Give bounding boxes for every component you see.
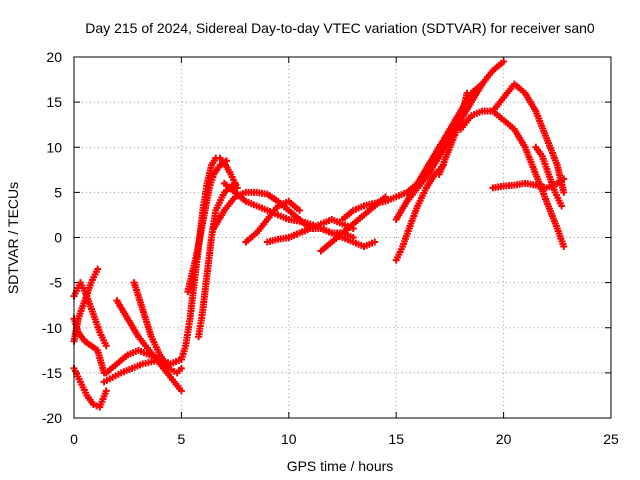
y-tick-label: -5 xyxy=(50,275,63,291)
series-arc-j xyxy=(184,157,231,296)
data-point xyxy=(560,175,568,183)
data-point xyxy=(94,265,102,273)
series-arc-g xyxy=(113,297,185,395)
x-tick-label: 15 xyxy=(388,431,404,447)
data-point xyxy=(560,243,568,251)
y-tick-label: 10 xyxy=(46,139,62,155)
data-point xyxy=(177,387,185,395)
chart-title: Day 215 of 2024, Sidereal Day-to-day VTE… xyxy=(85,20,595,36)
x-tick-label: 5 xyxy=(178,431,186,447)
series-arc-z xyxy=(532,143,566,210)
x-axis-label: GPS time / hours xyxy=(287,458,394,474)
data-points xyxy=(70,58,568,411)
series-arc-n xyxy=(242,197,304,246)
plot-frame xyxy=(73,56,612,419)
y-tick-label: -20 xyxy=(42,410,62,426)
series-arc-c xyxy=(70,315,108,377)
data-point xyxy=(223,157,231,165)
y-tick-label: -10 xyxy=(42,320,62,336)
series-arc-x xyxy=(489,80,568,196)
series-arc-p xyxy=(285,224,379,251)
data-point xyxy=(463,89,471,97)
y-tick-label: 5 xyxy=(54,184,62,200)
data-point xyxy=(177,364,185,372)
y-tick-label: 20 xyxy=(46,49,62,65)
data-point xyxy=(231,179,239,187)
data-point xyxy=(233,184,241,192)
y-tick-label: 0 xyxy=(54,230,62,246)
data-point xyxy=(102,387,110,395)
series-arc-h xyxy=(130,279,185,377)
x-tick-label: 10 xyxy=(281,431,297,447)
x-tick-label: 25 xyxy=(603,431,619,447)
x-tick-label: 20 xyxy=(496,431,512,447)
y-tick-label: -15 xyxy=(42,365,62,381)
data-point xyxy=(296,206,304,214)
data-point xyxy=(371,238,379,246)
data-point xyxy=(102,342,110,350)
x-tick-label: 0 xyxy=(70,431,78,447)
data-point xyxy=(558,202,566,210)
series-arc-f xyxy=(100,355,170,386)
data-point xyxy=(560,188,568,196)
data-point xyxy=(500,58,508,66)
y-tick-label: 15 xyxy=(46,94,62,110)
series-arc-v xyxy=(435,89,471,178)
y-axis-label: SDTVAR / TECUs xyxy=(5,182,21,294)
